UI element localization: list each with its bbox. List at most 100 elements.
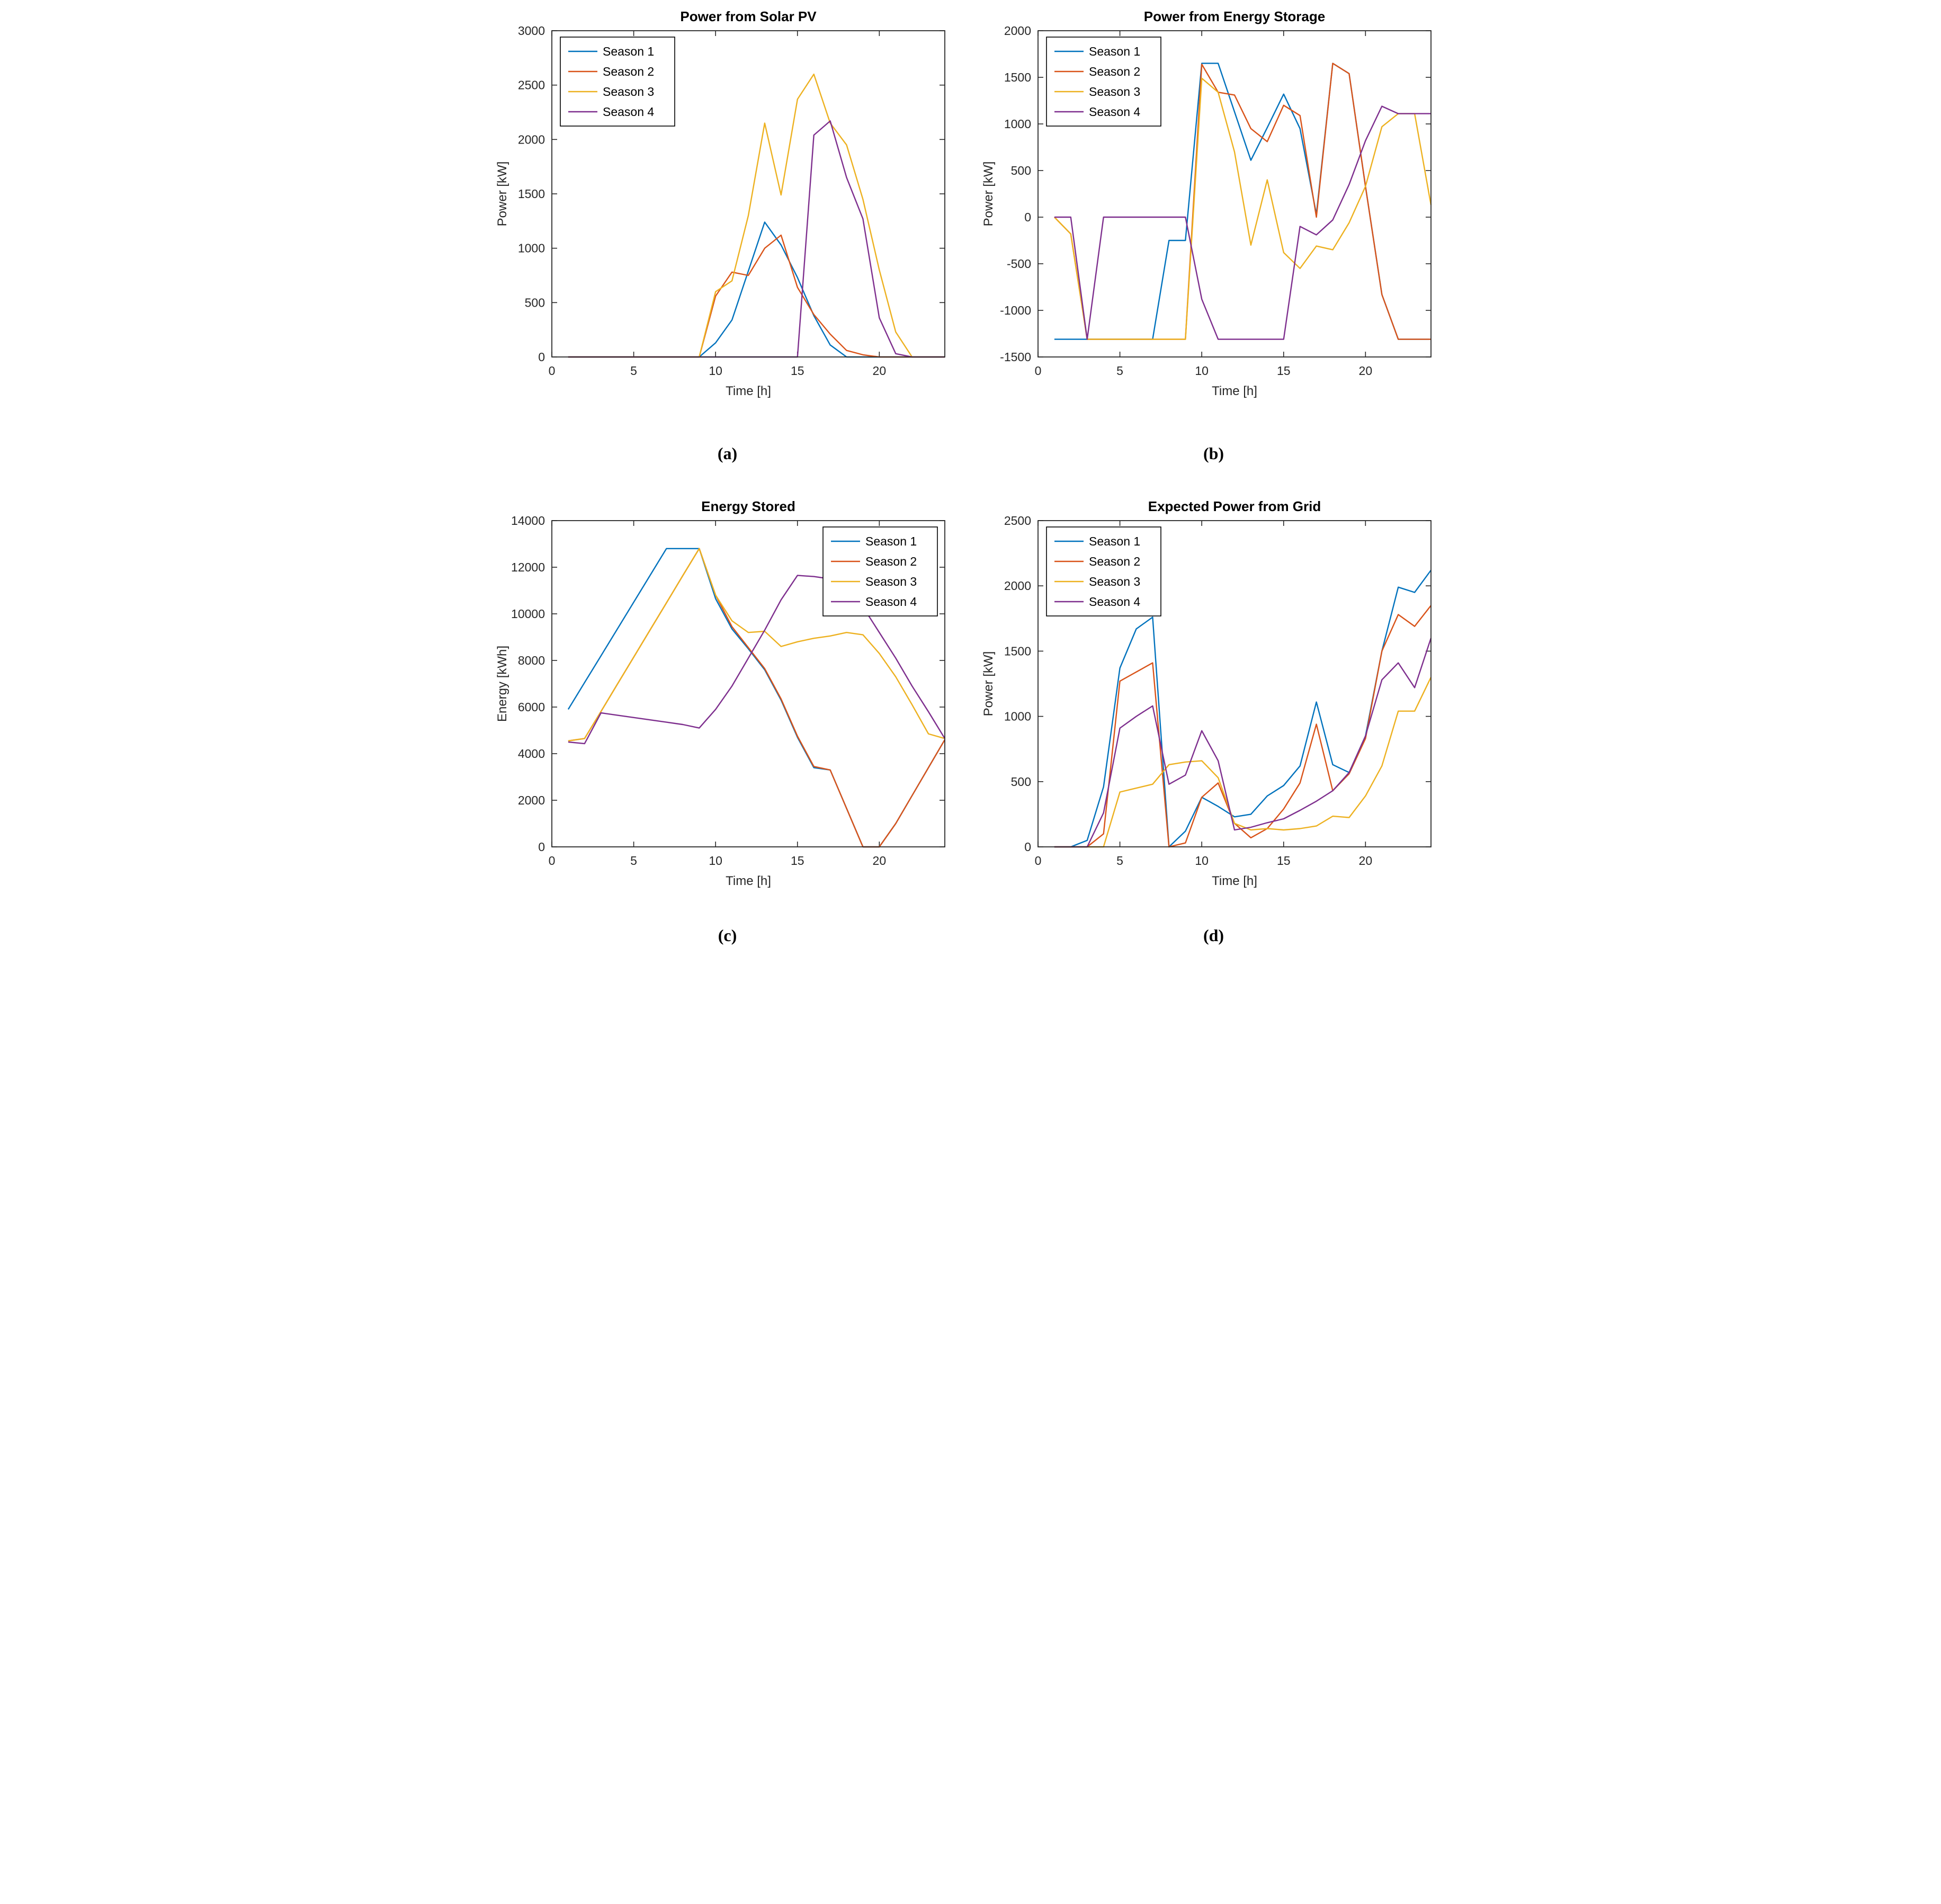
x-tick-label: 15 (790, 854, 804, 868)
x-tick-label: 20 (1358, 854, 1372, 868)
x-tick-label: 15 (1276, 364, 1290, 378)
legend-label: Season 2 (1089, 65, 1140, 78)
plot-box (551, 520, 945, 847)
legend-label: Season 2 (865, 555, 917, 568)
legend-label: Season 3 (603, 85, 654, 99)
y-tick-label: 0 (1024, 840, 1031, 854)
x-tick-label: 20 (1358, 364, 1372, 378)
legend-label: Season 1 (1089, 534, 1140, 548)
y-tick-label: 1000 (1004, 710, 1031, 723)
chart-grid-power: 0 5 10 15 20 0 500 1000 1500 2000 2500 Time [h] Powe… (971, 493, 1457, 904)
chart-title: Power from Solar PV (680, 8, 817, 24)
y-axis-label: Energy [kWh] (495, 646, 509, 722)
y-tick-label: -1500 (1000, 350, 1031, 364)
chart-energy-stored: 0 5 10 15 20 0 2000 4000 6000 8000 10000 12000 14000… (485, 493, 971, 904)
chart-title: Energy Stored (701, 498, 795, 514)
chart-solar-pv: 0 5 10 15 20 0 500 1000 1500 2000 2500 3000 Time [h]… (485, 3, 971, 414)
legend-label: Season 1 (1089, 44, 1140, 58)
y-tick-label: 14000 (511, 514, 545, 528)
y-axis-label: Power [kW] (981, 162, 996, 227)
x-tick-label: 20 (872, 364, 886, 378)
y-tick-label: 0 (538, 350, 545, 364)
y-tick-label: 1500 (1004, 70, 1031, 84)
legend-label: Season 3 (1089, 85, 1140, 99)
plot-box (551, 30, 945, 357)
legend-label: Season 4 (603, 105, 654, 119)
x-tick-label: 0 (548, 854, 555, 868)
y-tick-label: 1500 (517, 187, 544, 201)
y-tick-label: 1000 (517, 242, 544, 255)
legend: Season 1 Season 2 Season 3 Season 4 (1045, 526, 1161, 616)
x-tick-label: 5 (1116, 364, 1123, 378)
x-tick-label: 5 (1116, 854, 1123, 868)
y-tick-label: 500 (524, 296, 544, 309)
caption-c: (c) (718, 925, 737, 945)
y-tick-label: 2000 (517, 793, 544, 807)
legend-label: Season 3 (1089, 575, 1140, 588)
legend-label: Season 2 (1089, 555, 1140, 568)
series-line-season-3 (1053, 77, 1432, 340)
y-tick-label: -1000 (1000, 303, 1031, 317)
chart-svg-energy-storage: 0 5 10 15 20 -1500 -1000 -500 0 500 1000 1500 2000 Ti… (981, 8, 1432, 398)
legend-label: Season 4 (1089, 105, 1140, 119)
y-tick-label: 2000 (1004, 24, 1031, 38)
x-tick-label: 0 (1034, 854, 1041, 868)
y-tick-label: 500 (1010, 775, 1031, 789)
x-tick-label: 0 (548, 364, 555, 378)
y-tick-label: -500 (1006, 257, 1031, 271)
series-line-season-4 (1054, 105, 1431, 340)
chart-title: Power from Energy Storage (1143, 8, 1325, 24)
y-tick-label: 0 (538, 840, 545, 854)
legend-label: Season 4 (1089, 595, 1140, 609)
x-tick-label: 10 (1195, 364, 1209, 378)
y-tick-label: 2500 (1004, 514, 1031, 528)
caption-b: (b) (1203, 443, 1224, 463)
x-tick-label: 15 (790, 364, 804, 378)
x-axis-label: Time [h] (726, 874, 771, 888)
x-tick-label: 20 (872, 854, 886, 868)
y-tick-label: 0 (1024, 210, 1031, 224)
series-line-season-4 (1054, 638, 1432, 848)
x-tick-label: 0 (1034, 364, 1041, 378)
y-tick-label: 1500 (1004, 644, 1031, 658)
plot-box (1037, 520, 1432, 847)
caption-d: (d) (1203, 925, 1224, 945)
legend-label: Season 1 (865, 534, 917, 548)
legend-label: Season 1 (603, 44, 654, 58)
y-tick-label: 4000 (517, 747, 544, 761)
y-tick-label: 2500 (517, 78, 544, 92)
legend-label: Season 3 (865, 575, 917, 588)
y-axis-label: Power [kW] (981, 651, 996, 717)
chart-svg-energy-stored: 0 5 10 15 20 0 2000 4000 6000 8000 10000 12000 14000… (495, 498, 945, 888)
caption-a: (a) (717, 443, 738, 463)
chart-energy-storage: 0 5 10 15 20 -1500 -1000 -500 0 500 1000 1500 2000 Ti… (971, 3, 1457, 414)
legend: Season 1 Season 2 Season 3 Season 4 (822, 526, 938, 616)
legend: Season 1 Season 2 Season 3 Season 4 (559, 37, 675, 127)
y-tick-label: 10000 (511, 607, 545, 621)
x-tick-label: 10 (709, 854, 722, 868)
legend: Season 1 Season 2 Season 3 Season 4 (1045, 37, 1161, 127)
y-tick-label: 3000 (517, 24, 544, 38)
x-axis-label: Time [h] (726, 384, 771, 398)
x-tick-label: 10 (709, 364, 722, 378)
series-line-season-3 (1054, 677, 1432, 848)
y-tick-label: 2000 (1004, 579, 1031, 593)
y-tick-label: 8000 (517, 654, 544, 667)
y-tick-label: 2000 (517, 132, 544, 146)
series-line-season-4 (568, 575, 945, 745)
x-tick-label: 15 (1276, 854, 1290, 868)
y-axis-label: Power [kW] (495, 162, 509, 227)
x-axis-label: Time [h] (1212, 874, 1257, 888)
legend-label: Season 4 (865, 595, 917, 609)
y-tick-label: 12000 (511, 560, 545, 574)
chart-svg-solar-pv: 0 5 10 15 20 0 500 1000 1500 2000 2500 3000 Time [h]… (495, 8, 945, 398)
y-tick-label: 1000 (1004, 117, 1031, 131)
legend-label: Season 2 (603, 65, 654, 78)
series-line-season-2 (1054, 605, 1432, 848)
x-tick-label: 10 (1195, 854, 1209, 868)
x-tick-label: 5 (630, 854, 637, 868)
plot-box (1037, 30, 1432, 357)
x-tick-label: 5 (630, 364, 637, 378)
y-tick-label: 500 (1010, 164, 1031, 177)
chart-svg-grid-power: 0 5 10 15 20 0 500 1000 1500 2000 2500 Time [h] Powe… (981, 498, 1432, 888)
